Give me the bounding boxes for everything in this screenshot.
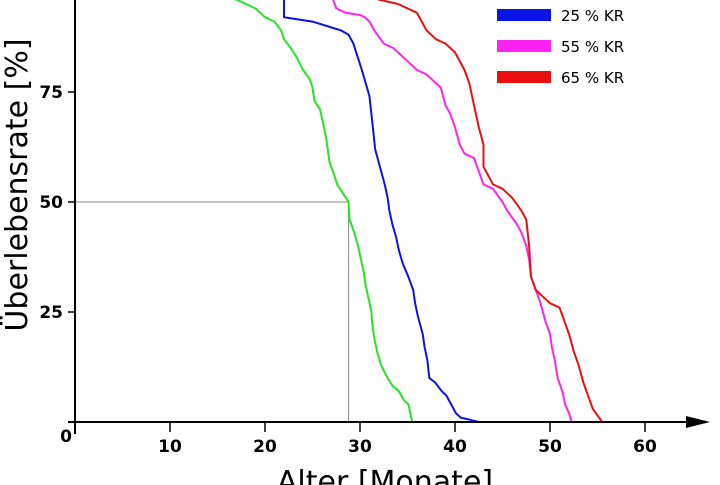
axes: [68, 0, 710, 434]
reference-lines: [75, 201, 350, 422]
x-axis-title: Alter [Monate]: [277, 465, 493, 485]
series-lines: [232, 0, 604, 423]
x-tick-label: 50: [538, 437, 562, 457]
y-tick-label: 75: [39, 83, 63, 103]
legend-label: 65 % KR: [561, 69, 624, 87]
x-tick-label: 30: [348, 437, 372, 457]
legend: 25 % KR 55 % KR 65 % KR: [497, 7, 624, 87]
legend-swatch: [497, 71, 551, 83]
x-tick-label: 60: [633, 437, 657, 457]
series-line-1: [282, 0, 480, 423]
x-tick-label: 40: [443, 437, 467, 457]
x-axis-arrowhead: [686, 416, 710, 428]
origin-tick-label: 0: [60, 427, 72, 447]
series-line-4: [232, 0, 414, 423]
legend-swatch: [497, 40, 551, 52]
y-tick-label: 50: [39, 193, 63, 213]
x-tick-label: 20: [253, 437, 277, 457]
y-tick-label: 25: [39, 303, 63, 323]
legend-label: 55 % KR: [561, 38, 624, 56]
x-tick-label: 10: [158, 437, 182, 457]
legend-swatch: [497, 9, 551, 21]
tick-marks-and-labels: 10 20 30 40 50 60 25 50 75: [39, 83, 657, 457]
series-line-3: [377, 0, 604, 423]
series-line-2: [332, 0, 573, 423]
y-axis-title: Überlebensrate [%]: [0, 38, 35, 331]
legend-label: 25 % KR: [561, 7, 624, 25]
